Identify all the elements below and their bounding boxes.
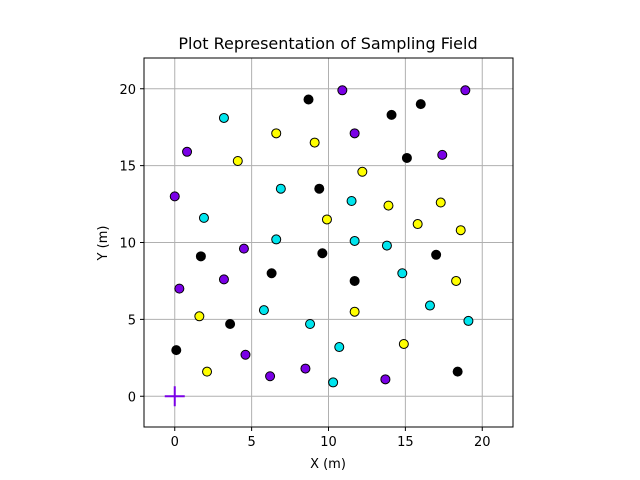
data-point-purple [240,349,251,360]
data-point-cyan [305,318,316,329]
x-tick-label: 20 [474,435,491,450]
data-point-yellow [349,306,360,317]
data-point-yellow [232,156,243,167]
data-points [169,85,474,388]
data-point-black [386,109,397,120]
data-point-purple [169,191,180,202]
data-point-cyan [218,112,229,123]
data-point-yellow [398,338,409,349]
data-point-cyan [275,183,286,194]
data-point-cyan [397,268,408,279]
data-point-black [314,183,325,194]
data-point-yellow [383,200,394,211]
data-point-cyan [334,342,345,353]
y-tick-label: 5 [128,313,136,328]
data-point-purple [218,274,229,285]
data-point-cyan [258,305,269,316]
data-point-yellow [357,166,368,177]
data-point-purple [265,371,276,382]
data-point-purple [182,146,193,157]
data-point-black [349,275,360,286]
data-point-purple [437,149,448,160]
data-point-cyan [346,195,357,206]
data-point-purple [337,85,348,96]
data-point-black [431,249,442,260]
data-point-cyan [328,377,339,388]
data-point-yellow [321,214,332,225]
data-point-cyan [463,315,474,326]
data-point-black [266,268,277,279]
data-point-black [195,251,206,262]
data-point-yellow [455,225,466,236]
data-point-cyan [424,300,435,311]
data-point-purple [300,363,311,374]
data-point-yellow [412,219,423,230]
data-point-black [303,94,314,105]
y-tick-label: 10 [119,237,136,252]
data-point-cyan [271,234,282,245]
axis-ticks: 0 5 10 15 20 0 5 10 15 20 [119,83,490,450]
data-point-purple [349,128,360,139]
data-point-black [171,345,182,356]
data-point-cyan [349,235,360,246]
data-point-purple [460,85,471,96]
y-tick-label: 15 [119,160,136,175]
data-point-yellow [309,137,320,148]
data-point-purple [238,243,249,254]
data-point-yellow [451,275,462,286]
x-axis-label: X (m) [310,457,346,472]
data-point-yellow [435,197,446,208]
data-point-black [415,99,426,110]
data-point-black [317,248,328,259]
data-point-yellow [271,128,282,139]
data-point-black [452,366,463,377]
y-tick-label: 20 [119,83,136,98]
data-point-cyan [381,240,392,251]
x-tick-label: 5 [247,435,255,450]
grid-lines [144,58,513,427]
data-point-purple [174,283,185,294]
data-point-black [401,152,412,163]
data-point-cyan [198,212,209,223]
y-axis-label: Y (m) [96,226,111,262]
data-point-yellow [194,311,205,322]
x-tick-label: 10 [320,435,337,450]
y-tick-label: 0 [128,390,136,405]
x-tick-label: 0 [171,435,179,450]
data-point-yellow [202,366,213,377]
data-point-purple [380,374,391,385]
x-tick-label: 15 [397,435,414,450]
origin-marker [164,386,185,407]
data-point-black [225,318,236,329]
chart-title: Plot Representation of Sampling Field [178,34,477,53]
